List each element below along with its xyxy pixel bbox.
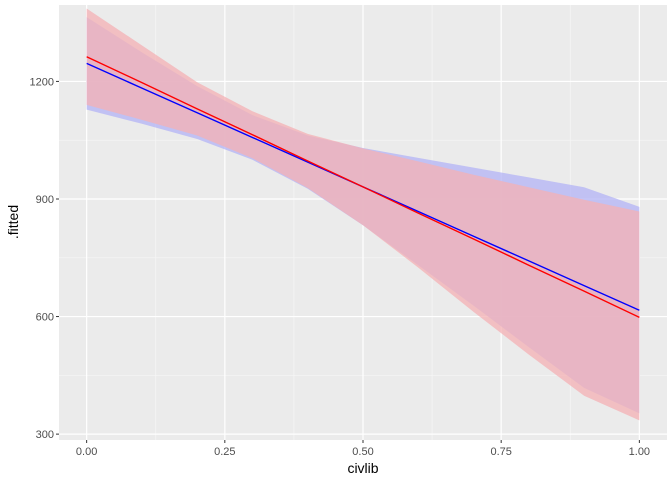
x-tick-label: 0.25 [214,446,235,458]
fitted-lines [86,56,640,318]
fitted-line-2 [86,56,640,318]
y-tick-label: 900 [36,194,54,206]
x-axis-title: civlib [347,460,378,476]
confidence-band-2 [86,8,640,421]
x-tick-label: 0.00 [76,446,97,458]
y-axis-title: .fitted [5,205,21,239]
y-tick-label: 1200 [30,76,54,88]
axes: 0.00 0.25 0.50 0.75 1.00 300 600 900 1200 [30,76,651,458]
confidence-bands [86,8,640,421]
x-tick-label: 0.50 [352,446,373,458]
x-tick-label: 0.75 [490,446,511,458]
x-tick-label: 1.00 [629,446,650,458]
y-tick-label: 300 [36,429,54,441]
y-tick-label: 600 [36,312,54,324]
